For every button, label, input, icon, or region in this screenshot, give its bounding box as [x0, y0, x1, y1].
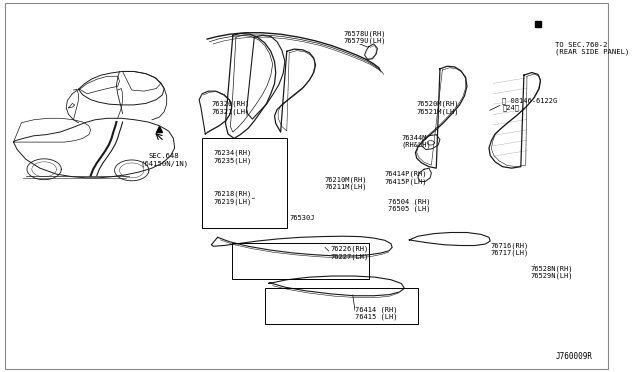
Bar — [265, 288, 418, 324]
Text: ② 08146-6122G
。24〃: ② 08146-6122G 。24〃 — [502, 97, 557, 111]
Text: TO SEC.760-2
(REAR SIDE PANEL): TO SEC.760-2 (REAR SIDE PANEL) — [554, 42, 629, 55]
Text: J760009R: J760009R — [556, 352, 593, 361]
Text: 76344M
(RH&LH): 76344M (RH&LH) — [401, 135, 431, 148]
Text: 76414P(RH)
76415P(LH): 76414P(RH) 76415P(LH) — [385, 171, 428, 185]
Text: 76504 (RH)
76505 (LH): 76504 (RH) 76505 (LH) — [388, 198, 431, 212]
Bar — [202, 138, 287, 228]
Text: 76578U(RH)
76579U(LH): 76578U(RH) 76579U(LH) — [343, 30, 386, 44]
Text: SEC.648
(64150N/1N): SEC.648 (64150N/1N) — [140, 153, 188, 167]
Text: 76414 (RH)
76415 (LH): 76414 (RH) 76415 (LH) — [355, 306, 398, 320]
Text: 76218(RH)
76219(LH): 76218(RH) 76219(LH) — [213, 191, 252, 205]
Text: 76226(RH)
76227(LH): 76226(RH) 76227(LH) — [331, 246, 369, 260]
Text: 76210M(RH)
76211M(LH): 76210M(RH) 76211M(LH) — [324, 176, 367, 190]
Text: 76528N(RH)
76529N(LH): 76528N(RH) 76529N(LH) — [530, 265, 573, 279]
Text: 76320(RH)
76321(LH): 76320(RH) 76321(LH) — [211, 101, 250, 115]
Text: 76716(RH)
76717(LH): 76716(RH) 76717(LH) — [490, 242, 529, 256]
Bar — [232, 243, 369, 279]
Text: 76530J: 76530J — [289, 215, 315, 221]
Text: 76520M(RH)
76521M(LH): 76520M(RH) 76521M(LH) — [417, 101, 459, 115]
Text: 76234(RH)
76235(LH): 76234(RH) 76235(LH) — [213, 150, 252, 164]
